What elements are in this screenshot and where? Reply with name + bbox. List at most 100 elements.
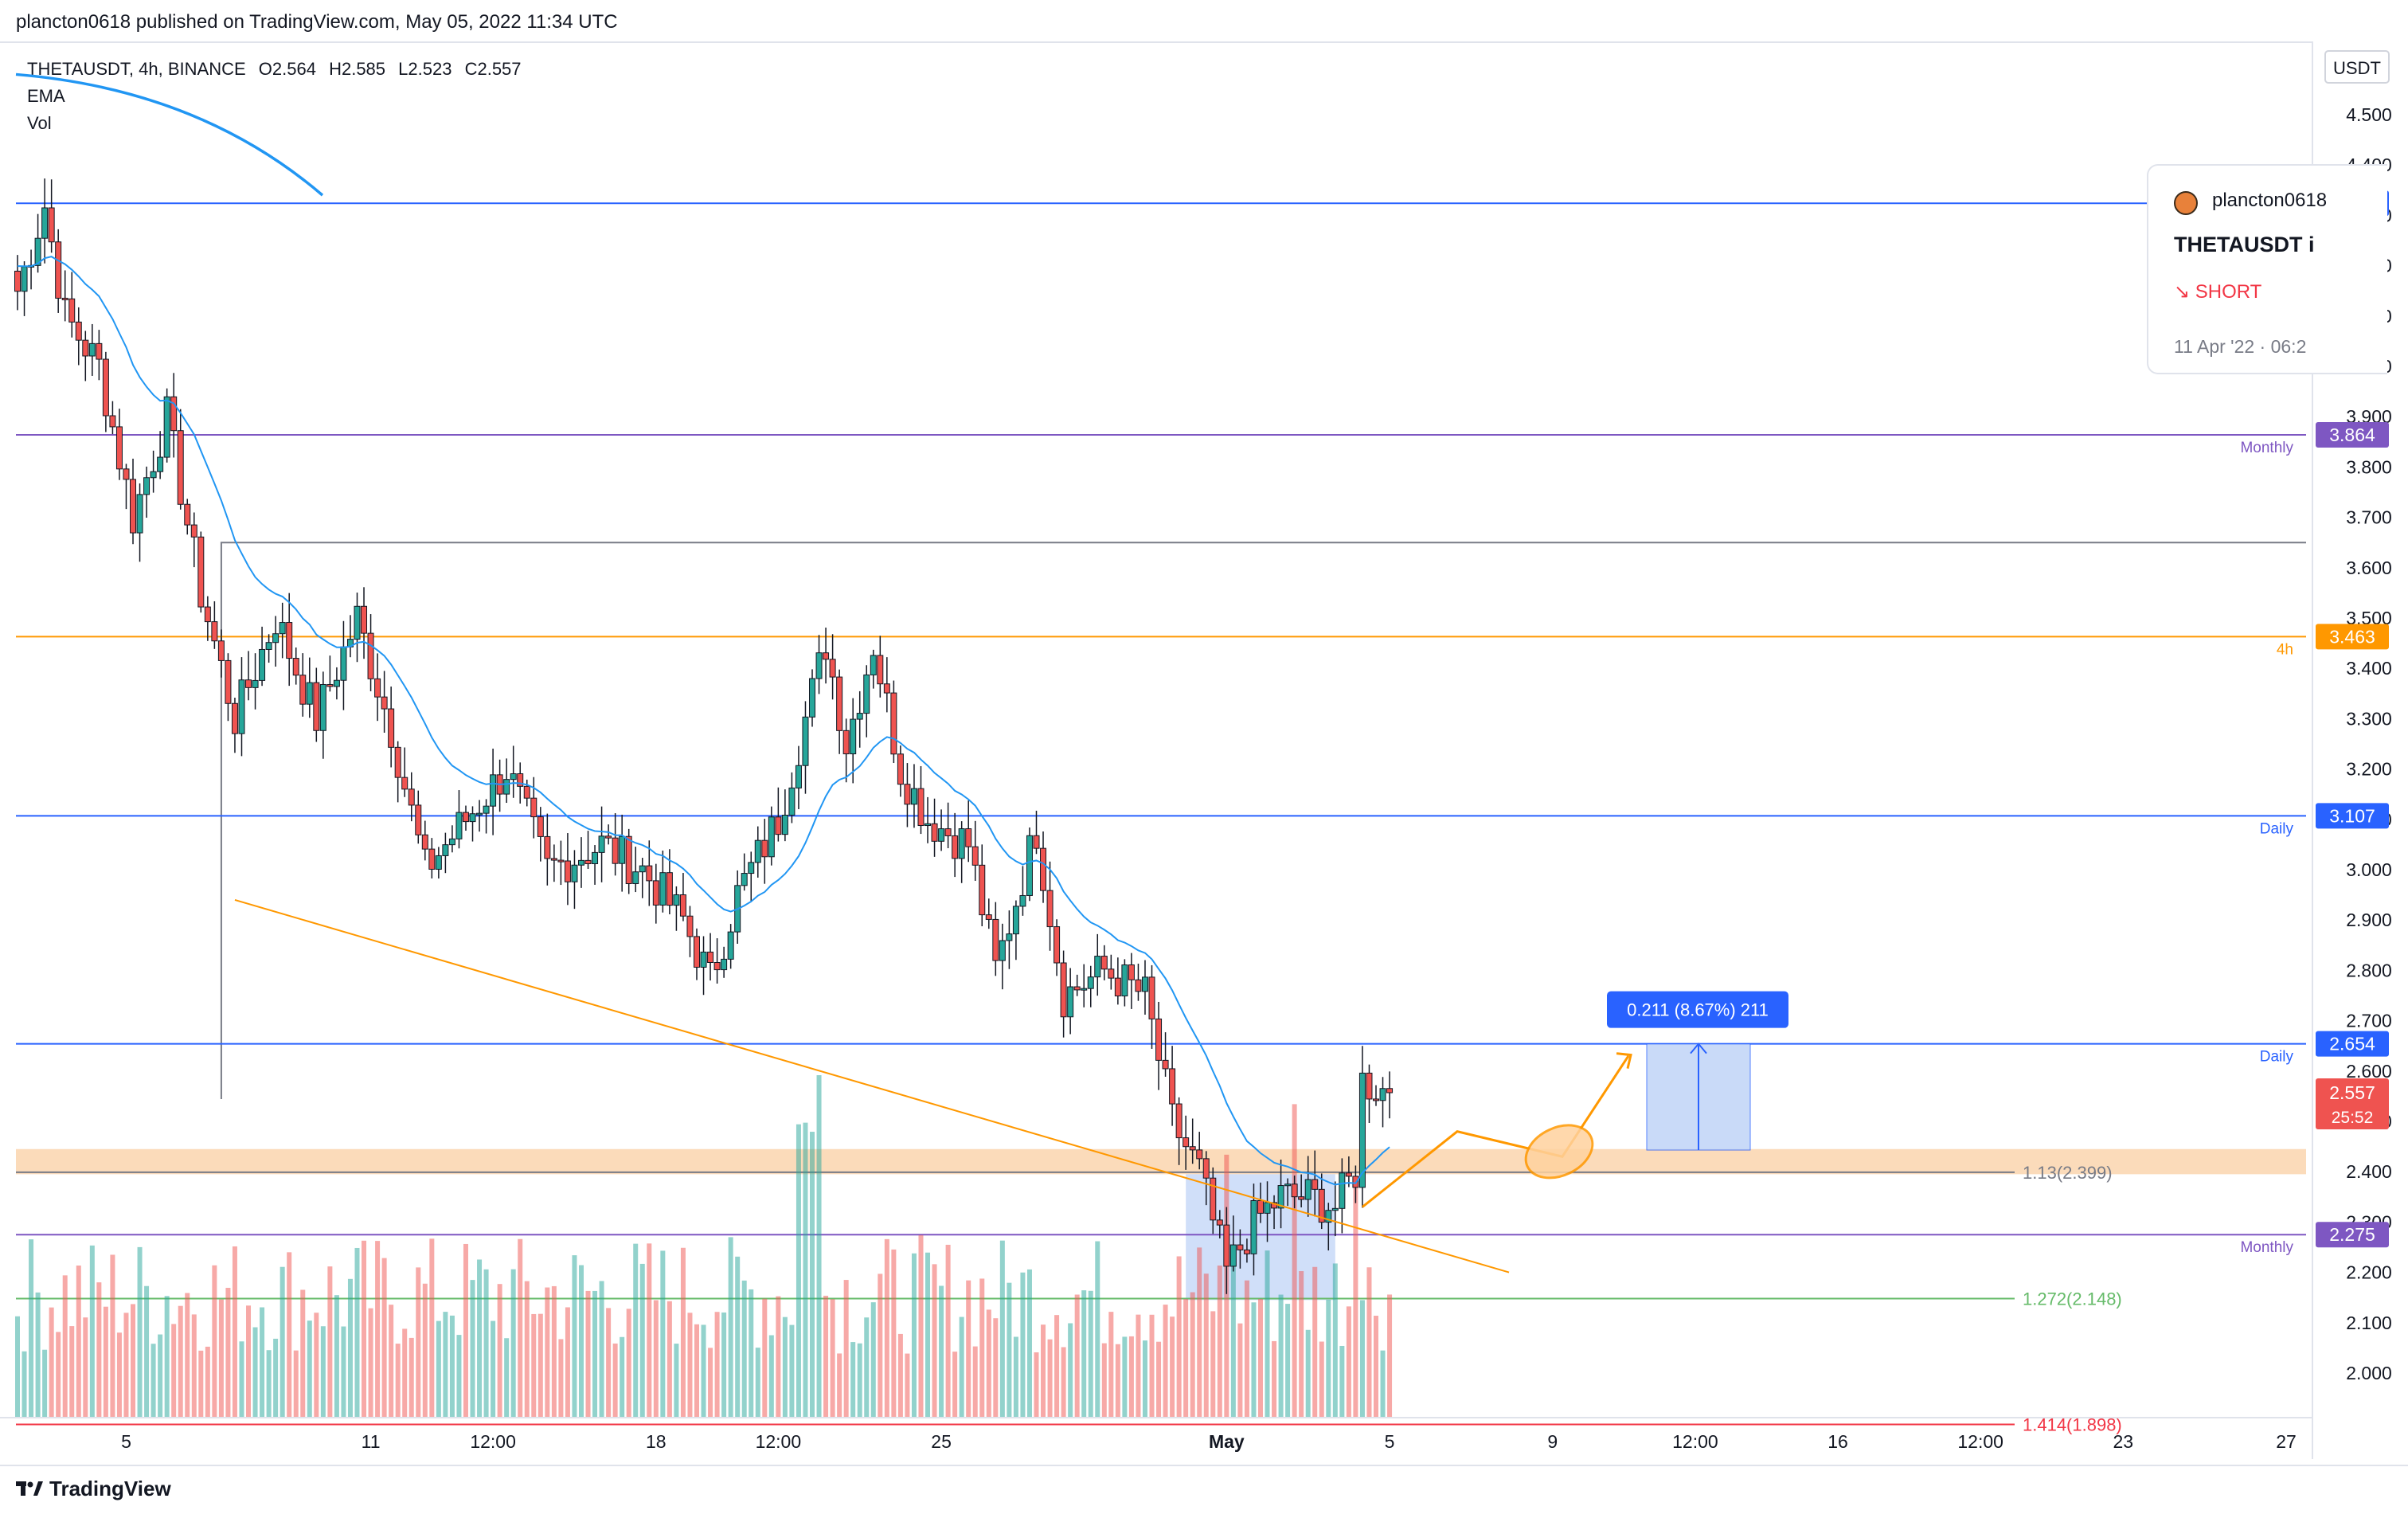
candle <box>1026 835 1033 896</box>
candle <box>700 951 707 968</box>
candle <box>673 894 680 906</box>
volume-bar <box>857 1343 862 1418</box>
volume-bar <box>49 1307 54 1418</box>
candle <box>788 787 796 816</box>
candle <box>361 605 368 634</box>
volume-bar <box>999 1240 1005 1418</box>
volume-bar <box>647 1243 652 1418</box>
ema-line <box>17 256 1390 1186</box>
volume-bar <box>287 1252 292 1418</box>
candle <box>157 456 164 472</box>
currency-label: USDT <box>2333 58 2381 78</box>
volume-bar <box>266 1350 272 1418</box>
legend-vol[interactable]: Vol <box>27 113 52 133</box>
level-price-label: 2.275 <box>2329 1224 2375 1245</box>
volume-bar <box>1359 1300 1365 1418</box>
volume-bar <box>29 1239 34 1418</box>
volume-bar <box>212 1265 217 1418</box>
x-tick-label: 12:00 <box>756 1431 802 1452</box>
candle <box>652 880 659 906</box>
volume-bar <box>674 1344 679 1418</box>
idea-author[interactable]: plancton0618 <box>2212 190 2328 211</box>
related-idea-card[interactable]: plancton0618 THETAUSDT i ↘ SHORT 11 Apr … <box>2147 164 2387 374</box>
tradingview-footer[interactable]: TradingView <box>16 1477 171 1501</box>
volume-bar <box>246 1305 252 1418</box>
volume-bar <box>558 1339 564 1418</box>
candle <box>394 746 401 778</box>
candle <box>354 605 361 640</box>
volume-bar <box>1088 1290 1093 1418</box>
candle <box>1339 1172 1346 1209</box>
candle <box>904 784 911 805</box>
level-price-tag <box>2316 1222 2389 1248</box>
candle <box>1325 1210 1332 1223</box>
volume-bar <box>463 1243 468 1418</box>
candle <box>999 940 1006 961</box>
legend-symbol[interactable]: THETAUSDT, 4h, BINANCE <box>27 59 246 79</box>
volume-bar <box>381 1258 387 1418</box>
candle <box>204 606 211 623</box>
x-tick-label: 5 <box>1385 1431 1395 1452</box>
candle <box>238 679 245 734</box>
candle <box>388 708 395 748</box>
volume-bar <box>354 1247 360 1418</box>
candle <box>863 674 870 714</box>
y-tick-label: 2.900 <box>2346 910 2392 930</box>
candle <box>1148 976 1155 1019</box>
candle <box>190 524 197 538</box>
candle <box>870 655 877 675</box>
candle <box>177 430 184 505</box>
candle <box>225 659 232 704</box>
candle <box>1379 1088 1386 1101</box>
volume-bar <box>803 1122 808 1418</box>
volume-bar <box>1374 1316 1378 1418</box>
candle <box>564 860 571 882</box>
candle <box>666 872 673 906</box>
volume-bar <box>633 1243 639 1418</box>
level-tag: Monthly <box>2240 440 2293 456</box>
candle <box>877 655 884 685</box>
volume-bar <box>1156 1341 1162 1418</box>
candle <box>557 859 565 863</box>
volume-bar <box>925 1252 931 1418</box>
volume-bar <box>1163 1305 1168 1418</box>
volume-bar <box>164 1296 170 1418</box>
level-price-tag <box>2316 803 2389 829</box>
candle <box>1243 1249 1250 1254</box>
candle <box>612 837 619 864</box>
volume-bar <box>1061 1347 1066 1418</box>
candle <box>1087 976 1094 989</box>
candle <box>469 813 476 823</box>
volume-bar <box>1312 1266 1318 1418</box>
candle <box>163 396 170 458</box>
y-tick-label: 3.600 <box>2346 558 2392 578</box>
candle <box>421 834 428 850</box>
idea-title[interactable]: THETAUSDT i <box>2174 233 2315 256</box>
price-chart[interactable]: Monthly 4h Daily Daily Monthly 1.13(2.399) 1.2… <box>0 41 2408 1477</box>
volume-bar <box>714 1312 720 1418</box>
current-price-label: 2.557 <box>2329 1082 2375 1103</box>
candle <box>265 642 272 650</box>
candle <box>1345 1172 1352 1177</box>
candle <box>632 871 639 885</box>
volume-bar <box>83 1317 88 1418</box>
volume-bar <box>1387 1294 1393 1418</box>
candle <box>1312 1179 1319 1190</box>
volume-bar <box>131 1304 136 1418</box>
candle <box>795 765 802 788</box>
volume-bar <box>572 1255 577 1418</box>
candle <box>809 678 816 718</box>
candle <box>971 846 979 866</box>
volume-bar <box>952 1352 958 1418</box>
volume-bar <box>1074 1294 1080 1418</box>
volume-bar <box>979 1278 985 1418</box>
legend-ema[interactable]: EMA <box>27 86 65 106</box>
projection-path <box>1362 1055 1630 1208</box>
candle <box>544 835 551 859</box>
volume-bar <box>96 1282 102 1418</box>
candle <box>41 207 49 239</box>
volume-bar <box>1332 1263 1338 1418</box>
fib-label: 1.13(2.399) <box>2023 1163 2113 1183</box>
level-price-tag <box>2316 624 2389 650</box>
volume-bar <box>443 1312 448 1418</box>
